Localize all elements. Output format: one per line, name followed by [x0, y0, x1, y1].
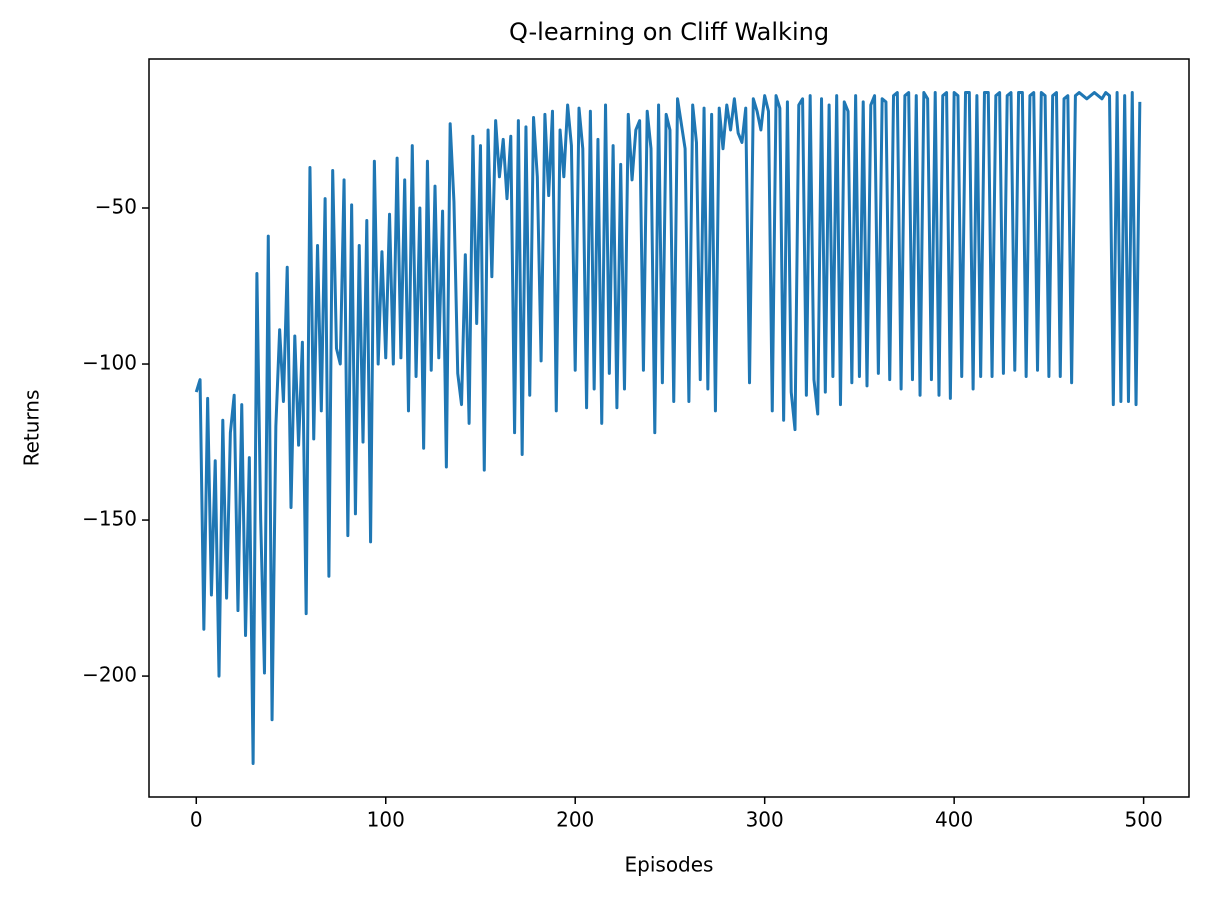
y-tick-label: −100 — [82, 351, 137, 375]
x-tick-label: 300 — [746, 808, 784, 832]
x-tick-label: 500 — [1125, 808, 1163, 832]
data-line — [194, 91, 1142, 765]
chart-title: Q-learning on Cliff Walking — [509, 18, 829, 46]
x-axis-label: Episodes — [625, 853, 714, 877]
x-tick-label: 400 — [935, 808, 973, 832]
y-tick-label: −150 — [82, 507, 137, 531]
x-tick-label: 100 — [367, 808, 405, 832]
x-tick-label: 200 — [556, 808, 594, 832]
y-axis-label: Returns — [20, 390, 44, 467]
plot-frame — [148, 58, 1190, 798]
y-tick-label: −50 — [95, 195, 137, 219]
y-tick-label: −200 — [82, 663, 137, 687]
x-tick-label: 0 — [190, 808, 203, 832]
